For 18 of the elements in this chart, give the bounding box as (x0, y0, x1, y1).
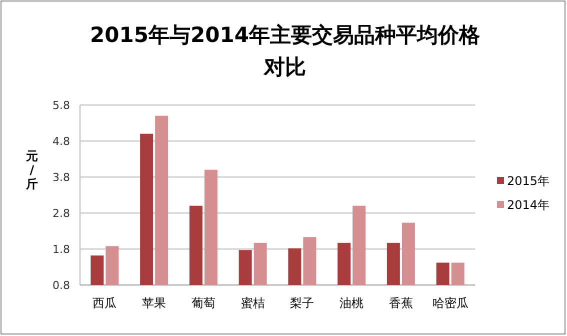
y-tick-label: 5.8 (52, 99, 70, 112)
legend-label: 2014年 (507, 198, 550, 212)
x-tick-label: 西瓜 (92, 296, 117, 310)
x-tick-label: 香蕉 (388, 296, 413, 310)
x-tick-label: 蜜桔 (240, 296, 265, 310)
x-tick-label: 苹果 (142, 296, 166, 310)
chart-title: 2015年与2014年主要交易品种平均价格对比 (90, 23, 481, 79)
legend-label: 2015年 (507, 174, 550, 188)
y-tick-label: 3.8 (52, 171, 70, 184)
x-tick-label: 葡萄 (191, 296, 216, 310)
x-tick-label: 哈密瓜 (432, 296, 468, 310)
x-tick-label: 油桃 (340, 296, 364, 310)
y-tick-label: 2.8 (52, 207, 70, 220)
y-tick-label: 4.8 (52, 135, 70, 148)
y-tick-label: 0.8 (52, 279, 70, 292)
y-tick-label: 1.8 (52, 243, 70, 256)
x-tick-label: 梨子 (290, 296, 314, 310)
y-axis-title: 元/斤 (25, 149, 38, 191)
